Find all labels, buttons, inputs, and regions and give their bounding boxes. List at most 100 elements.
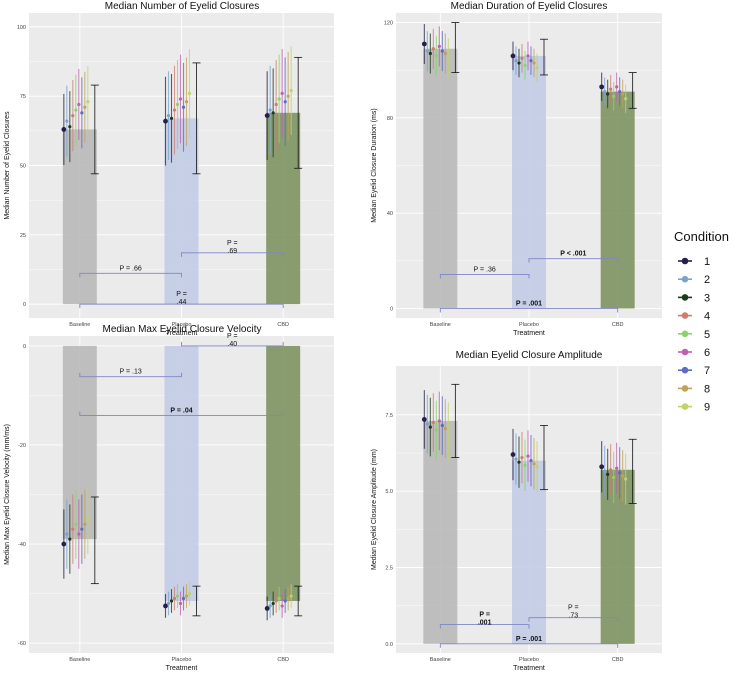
x-tick-label: Baseline [430,322,451,328]
condition-point-5 [612,475,616,480]
comparison-bracket [439,308,619,313]
condition-point-3 [517,460,521,464]
y-tick-label: -60 [18,641,26,647]
condition-point-5 [74,522,78,526]
condition-point-1 [264,113,270,118]
legend: Condition 1 2 3 4 5 6 7 8 9 [674,229,729,414]
comparison-bracket [528,258,619,263]
condition-point-6 [77,102,81,107]
x-tick-label: CBD [612,322,624,328]
legend-key-point [681,366,689,374]
condition-point-3 [606,92,610,96]
condition-point-6 [526,454,530,458]
condition-point-6 [437,419,441,423]
condition-point-9 [624,477,628,481]
condition-point-1 [163,603,168,609]
condition-point-8 [621,92,625,96]
condition-point-4 [71,113,75,118]
condition-point-3 [169,116,174,120]
condition-point-4 [520,56,524,60]
legend-key-point [681,403,689,410]
condition-point-3 [517,61,521,65]
condition-point-5 [434,54,438,58]
y-tick-label: 50 [20,164,26,170]
condition-point-5 [523,463,527,467]
y-tick-label: 7.5 [385,413,393,419]
condition-point-7 [80,111,84,115]
condition-point-6 [178,601,183,606]
y-tick-label: 0 [23,302,26,308]
x-tick-label: Placebo [519,657,539,663]
condition-point-1 [599,84,605,90]
legend-title: Condition [674,229,729,244]
condition-point-9 [187,591,192,596]
y-axis-label: Median Eyelid Closure Amplitude (mm) [371,449,378,570]
chart-panel-1: 0 25 50 75 100 P = .66 P = .69 P = .44 Baseline Pla… [4,1,334,337]
y-tick-label: -40 [18,542,26,548]
x-tick-label: Placebo [172,657,192,663]
comparison-bracket [181,341,284,347]
bar-placebo [512,460,546,644]
condition-point-5 [175,102,180,107]
comparison-bracket [79,303,284,309]
chart-title: Median Number of Eyelid Closures [105,1,260,12]
condition-point-8 [286,94,290,98]
x-axis-label: Treatment [513,330,545,337]
legend-key-point [681,275,689,283]
condition-point-4 [274,102,278,107]
bar-cbd [266,345,301,601]
y-tick-label: 0.0 [385,642,393,648]
bar-cbd [266,112,301,305]
comparison-bracket [439,273,530,279]
condition-point-4 [71,527,75,531]
bar-cbd [600,469,635,644]
y-tick-label: 100 [17,25,26,31]
condition-point-7 [80,527,84,531]
condition-point-7 [283,100,287,104]
condition-point-5 [175,594,180,598]
condition-point-4 [609,87,613,91]
condition-point-4 [520,455,524,460]
comparison-bracket [79,411,284,416]
chart-title: Median Max Eyelid Closure Velocity [103,324,262,335]
legend-key-point [681,257,689,265]
condition-point-9 [624,97,628,101]
comparison-bracket [439,643,619,648]
p-value-label: P = .001 [516,300,542,307]
condition-point-2 [166,601,171,606]
condition-point-8 [184,100,189,104]
condition-point-5 [74,108,78,112]
bar-baseline [423,420,458,644]
p-value-label: P = .44 [176,291,187,306]
condition-point-7 [181,596,186,601]
y-axis-label: Median Number of Eyelid Closures [4,111,11,220]
x-axis-label: Treatment [166,665,198,672]
y-tick-label: 5.0 [385,489,393,495]
p-value-label: P = .04 [170,408,192,415]
y-tick-label: 25 [20,233,26,239]
condition-point-5 [277,596,281,601]
p-value-label: P = .40 [227,333,238,348]
x-tick-label: Baseline [69,657,90,663]
x-tick-label: Placebo [172,322,192,328]
condition-point-1 [264,606,270,611]
condition-point-2 [65,119,69,123]
condition-point-9 [535,465,539,469]
condition-point-8 [532,462,536,466]
condition-point-2 [425,422,429,426]
bar-baseline [423,48,458,309]
condition-point-1 [510,53,516,59]
condition-point-7 [440,49,444,53]
condition-point-1 [421,417,427,422]
comparison-bracket [181,252,284,257]
legend-item-6: 6 [704,347,710,359]
legend-item-8: 8 [704,383,710,395]
comparison-bracket [439,624,530,629]
condition-point-9 [446,56,450,60]
condition-point-7 [618,90,622,94]
condition-point-3 [68,125,72,129]
y-axis-label: Median Eyelid Closure Duration (ms) [371,108,378,222]
y-tick-label: -20 [18,443,26,449]
y-tick-label: 0 [390,306,393,312]
condition-point-6 [526,54,530,58]
